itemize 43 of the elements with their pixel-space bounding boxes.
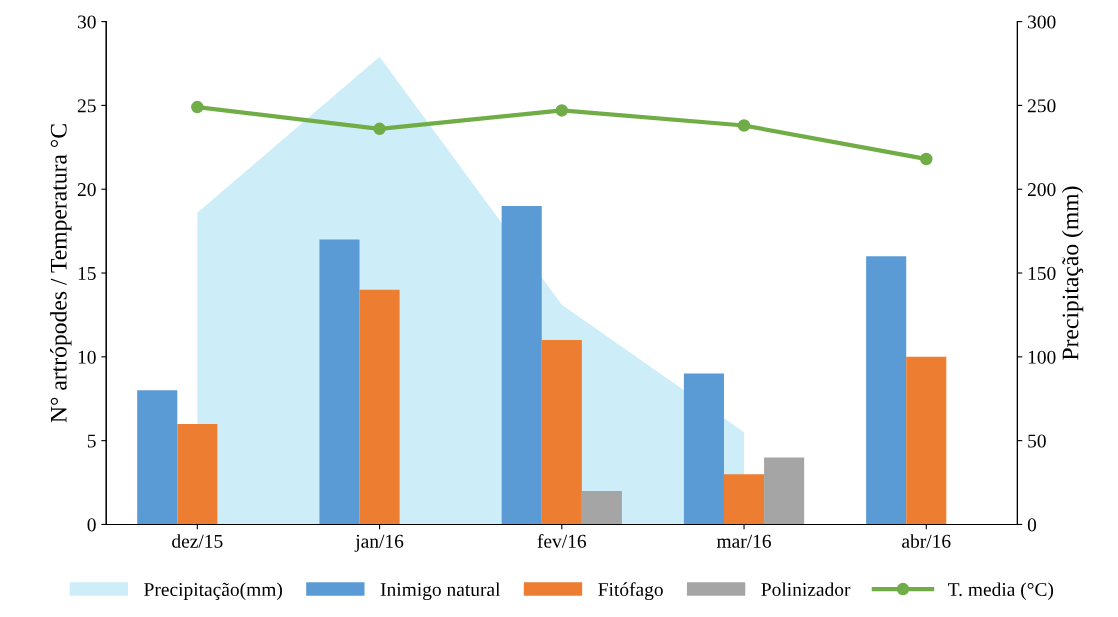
point — [737, 119, 751, 132]
y-tick-label: 10 — [78, 350, 96, 364]
bar — [764, 457, 805, 525]
point — [555, 104, 569, 117]
bar — [177, 423, 218, 525]
y-tick-label: 0 — [87, 518, 96, 532]
y-axis-title: N° artrópodes / Temperatura °C — [50, 124, 72, 423]
bar — [581, 490, 622, 525]
y2-tick-label: 200 — [1027, 183, 1056, 197]
legend-label: Fitófago — [598, 582, 663, 601]
point — [191, 100, 204, 114]
point — [920, 152, 933, 166]
y2-axis-title: Precipitação (mm) — [1061, 186, 1084, 360]
x-tick-label: jan/16 — [354, 534, 404, 552]
y2-tick-label: 300 — [1028, 15, 1056, 29]
y2-tick-label: 100 — [1028, 350, 1056, 364]
y-tick-label: 15 — [78, 266, 96, 280]
y2-tick-label: 250 — [1027, 99, 1056, 113]
legend-label: Polinizador — [761, 582, 851, 597]
bar — [501, 205, 542, 525]
bar — [683, 373, 724, 525]
x-tick-label: fev/16 — [537, 533, 587, 548]
bar — [906, 356, 947, 525]
y-tick-label: 25 — [77, 99, 96, 113]
bar — [541, 340, 582, 525]
y2-tick-label: 0 — [1027, 518, 1037, 532]
y-tick-label: 30 — [77, 15, 96, 29]
legend-label: T. media (°C) — [948, 582, 1054, 601]
bar — [137, 390, 178, 525]
x-tick-label: dez/15 — [172, 534, 223, 548]
point — [373, 122, 386, 136]
x-tick-label: abr/16 — [902, 534, 951, 548]
bar — [866, 256, 907, 525]
y2-tick-label: 50 — [1028, 434, 1046, 448]
x-tick-label: mar/16 — [716, 534, 771, 548]
bar — [319, 239, 360, 525]
bar — [723, 474, 765, 525]
y2-tick-label: 150 — [1028, 266, 1056, 280]
bar — [359, 289, 400, 525]
y-tick-label: 5 — [87, 434, 96, 448]
legend-label: Inimigo natural — [380, 582, 501, 601]
legend-label: Precipitação(mm) — [144, 582, 282, 601]
y-tick-label: 20 — [77, 183, 96, 197]
